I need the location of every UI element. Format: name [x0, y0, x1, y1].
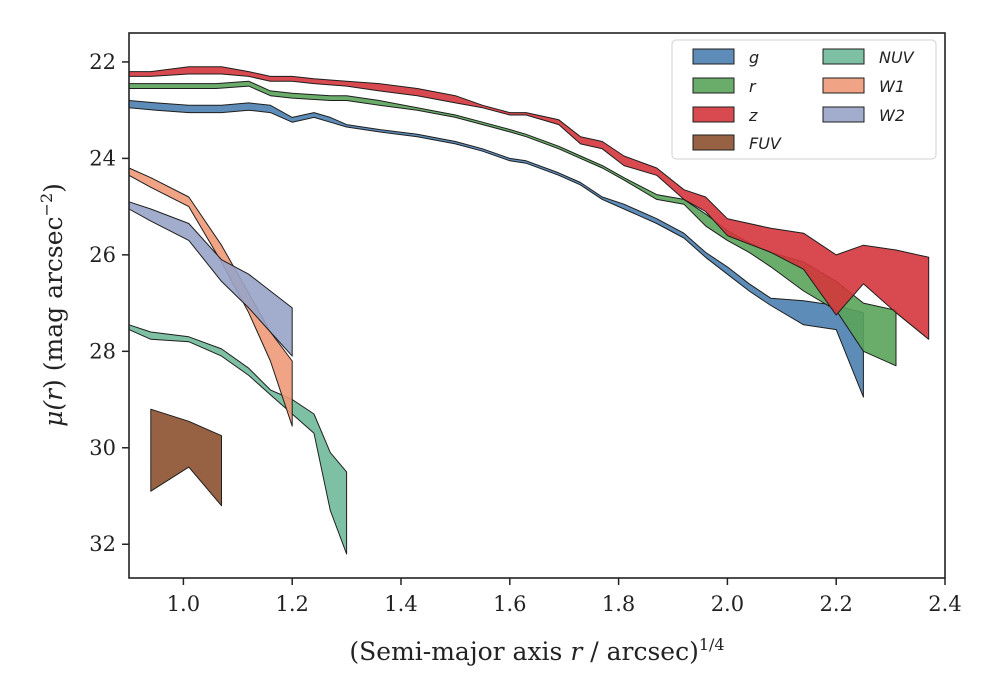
- x-axis-label: (Semi-major axis r / arcsec)1/4: [349, 635, 724, 666]
- plot-frame: [128, 32, 946, 579]
- legend-label-w2: W2: [879, 106, 905, 125]
- legend-swatch-z: [692, 106, 735, 123]
- legend-label-w1: W1: [879, 77, 905, 96]
- legend-box: [671, 39, 937, 160]
- legend: grz FUV NUV W1 W2: [671, 39, 937, 160]
- y-tick-label: 22: [89, 50, 116, 74]
- band-fuv: [150, 408, 222, 507]
- legend-swatch-w2: [822, 106, 865, 123]
- legend-swatch-r: [692, 77, 735, 94]
- y-tick-label: 30: [89, 436, 116, 460]
- band-r: [128, 80, 897, 367]
- y-tick-label: 32: [89, 532, 116, 556]
- legend-label-fuv: FUV: [749, 134, 782, 153]
- y-tick-label: 24: [89, 146, 116, 170]
- band-z: [128, 66, 930, 340]
- x-tick-label: 1.8: [602, 592, 635, 616]
- x-tick-label: 2.0: [711, 592, 744, 616]
- x-tick-label: 1.2: [275, 592, 308, 616]
- legend-label-nuv: NUV: [879, 48, 915, 67]
- legend-swatch-fuv: [692, 134, 735, 151]
- x-tick-label: 2.2: [819, 592, 852, 616]
- y-tick-label: 26: [89, 243, 116, 267]
- band-g: [128, 100, 864, 398]
- band-w2: [128, 201, 293, 357]
- y-axis-ticks: 22 24 26 28 30 32: [89, 50, 129, 556]
- x-tick-label: 1.4: [384, 592, 417, 616]
- legend-label-r: r: [749, 77, 757, 96]
- x-tick-label: 1.0: [167, 592, 200, 616]
- x-axis-ticks: 1.0 1.2 1.4 1.6 1.8 2.0 2.2 2.4: [167, 578, 962, 616]
- y-axis-label: μ(r) (mag arcsec−2): [37, 183, 68, 427]
- x-tick-label: 1.6: [493, 592, 526, 616]
- legend-label-z: z: [748, 106, 758, 125]
- legend-swatch-nuv: [822, 48, 865, 65]
- profile-bands: [128, 66, 930, 555]
- legend-swatch-g: [692, 48, 735, 65]
- legend-label-g: g: [749, 48, 759, 67]
- band-nuv: [128, 324, 348, 555]
- legend-swatch-w1: [822, 77, 865, 94]
- y-tick-label: 28: [89, 339, 116, 363]
- band-w1: [128, 167, 293, 427]
- x-tick-label: 2.4: [928, 592, 961, 616]
